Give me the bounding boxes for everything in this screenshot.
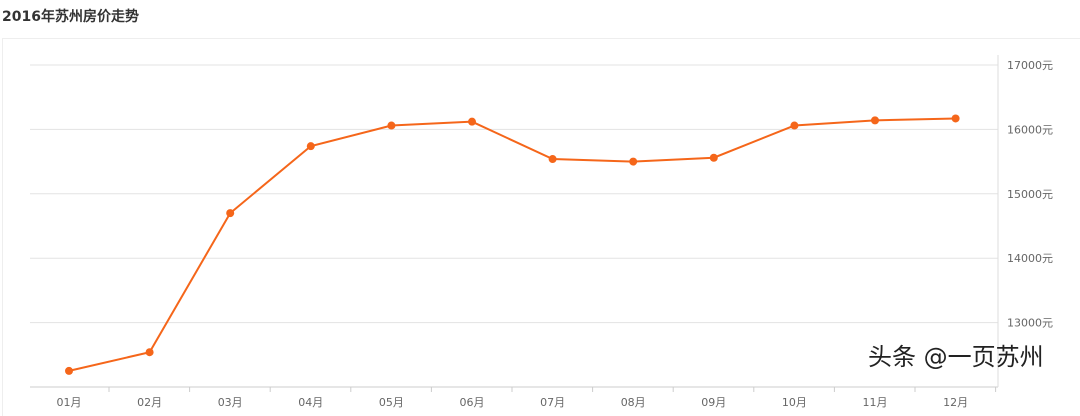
x-tick-label: 05月 — [379, 396, 404, 409]
x-tick-label: 11月 — [863, 396, 888, 409]
data-point — [790, 121, 799, 130]
x-tick-label: 02月 — [137, 396, 162, 409]
data-point — [871, 116, 879, 125]
data-point — [709, 153, 718, 162]
x-tick-label: 03月 — [218, 396, 243, 409]
data-point — [145, 348, 154, 357]
data-point — [468, 117, 476, 126]
chart-title: 2016年苏州房价走势 — [2, 9, 139, 25]
series-line — [68, 117, 956, 372]
y-tick-label: 13000元 — [1007, 317, 1053, 330]
x-tick-label: 06月 — [460, 396, 485, 409]
watermark: 头条 @一页苏州 — [868, 343, 1044, 371]
data-point — [629, 157, 638, 166]
x-tick-label: 04月 — [298, 396, 323, 409]
y-tick-label: 17000元 — [1007, 59, 1053, 72]
x-tick-label: 10月 — [782, 396, 807, 409]
data-point — [951, 114, 960, 123]
x-tick-label: 01月 — [57, 396, 82, 409]
data-point — [548, 155, 557, 164]
y-tick-label: 15000元 — [1007, 188, 1053, 201]
data-point — [226, 209, 235, 218]
data-point — [306, 142, 315, 151]
chart-panel — [2, 38, 1080, 416]
x-tick-label: 12月 — [943, 396, 968, 409]
y-tick-label: 16000元 — [1007, 123, 1053, 136]
y-tick-label: 14000元 — [1007, 252, 1053, 265]
data-point — [387, 121, 396, 130]
x-tick-label: 08月 — [621, 396, 646, 409]
x-tick-label: 07月 — [540, 396, 565, 409]
data-point — [65, 366, 73, 375]
x-tick-label: 09月 — [701, 396, 726, 409]
